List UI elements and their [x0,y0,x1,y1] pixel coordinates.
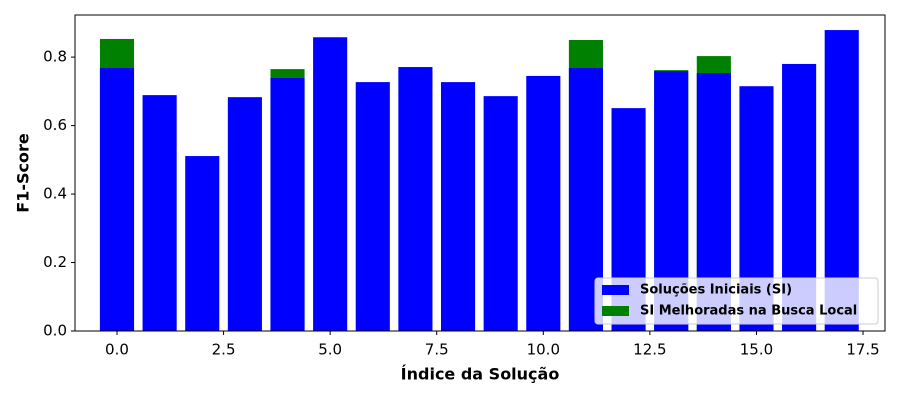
y-tick-label: 0.2 [43,253,67,271]
plot-frame [74,14,886,332]
bar [313,37,348,332]
x-tick-label: 17.5 [846,341,879,359]
y-axis-title: F1-Score [14,133,33,213]
legend-swatch [602,306,629,316]
x-tick-label: 2.5 [212,341,236,359]
x-tick-label: 15.0 [740,341,773,359]
legend-box [594,277,879,325]
x-axis-title: Índice da Solução [401,365,560,384]
y-tick-label: 0.4 [43,185,67,203]
legend-label: SI Melhoradas na Busca Local [640,304,857,319]
y-tick-label: 0.0 [43,322,67,340]
x-tick-label: 7.5 [425,341,449,359]
bar [440,82,476,331]
bar [526,75,561,331]
bar [270,77,305,331]
y-tick-label: 0.6 [43,116,67,134]
bar [185,156,220,331]
bar [99,68,135,331]
bar [355,82,390,331]
legend-swatch [602,285,629,295]
x-tick-label: 10.0 [527,341,560,359]
x-tick-label: 5.0 [318,341,342,359]
bar [142,95,177,332]
y-tick-label: 0.8 [43,48,67,66]
legend-label: Soluções Iniciais (SI) [640,283,792,298]
bar [483,96,518,331]
bar [398,67,433,331]
bar [227,97,262,332]
x-tick-label: 12.5 [633,341,666,359]
x-tick-label: 0.0 [105,341,129,359]
